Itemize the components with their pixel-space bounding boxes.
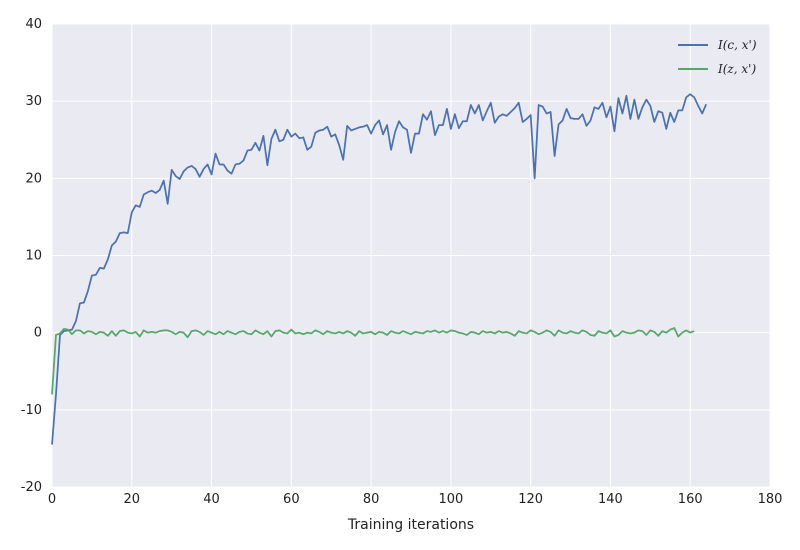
x-axis-label: Training iterations: [347, 517, 474, 533]
x-tick-label: 80: [363, 492, 380, 507]
y-tick-label: 10: [25, 249, 42, 264]
y-tick-label: 20: [25, 171, 42, 186]
y-tick-label: 0: [34, 326, 42, 341]
x-tick-label: 160: [678, 492, 703, 507]
x-tick-labels: 0 20 40 60 80 100 120 140 160 180: [48, 492, 783, 507]
x-tick-label: 40: [203, 492, 220, 507]
y-gridlines: [52, 23, 770, 488]
y-tick-label: 30: [25, 94, 42, 109]
x-tick-label: 60: [283, 492, 300, 507]
y-tick-label: -20: [21, 480, 42, 495]
legend-label-series-1: I(c, x'): [717, 38, 757, 52]
legend: I(c, x') I(z, x'): [678, 38, 757, 76]
legend-label-series-2: I(z, x'): [717, 62, 756, 76]
series-line-2: [51, 327, 695, 395]
x-tick-label: 120: [518, 492, 543, 507]
y-tick-label: 40: [25, 17, 42, 32]
y-tick-label: -10: [21, 403, 42, 418]
series-line-1: [51, 93, 707, 445]
series-layer: [51, 93, 707, 445]
x-tick-label: 140: [598, 492, 623, 507]
x-tick-label: 0: [48, 492, 56, 507]
x-tick-label: 180: [758, 492, 783, 507]
x-tick-label: 100: [438, 492, 463, 507]
x-tick-label: 20: [124, 492, 141, 507]
y-tick-labels: -20 -10 0 10 20 30 40: [21, 17, 42, 495]
